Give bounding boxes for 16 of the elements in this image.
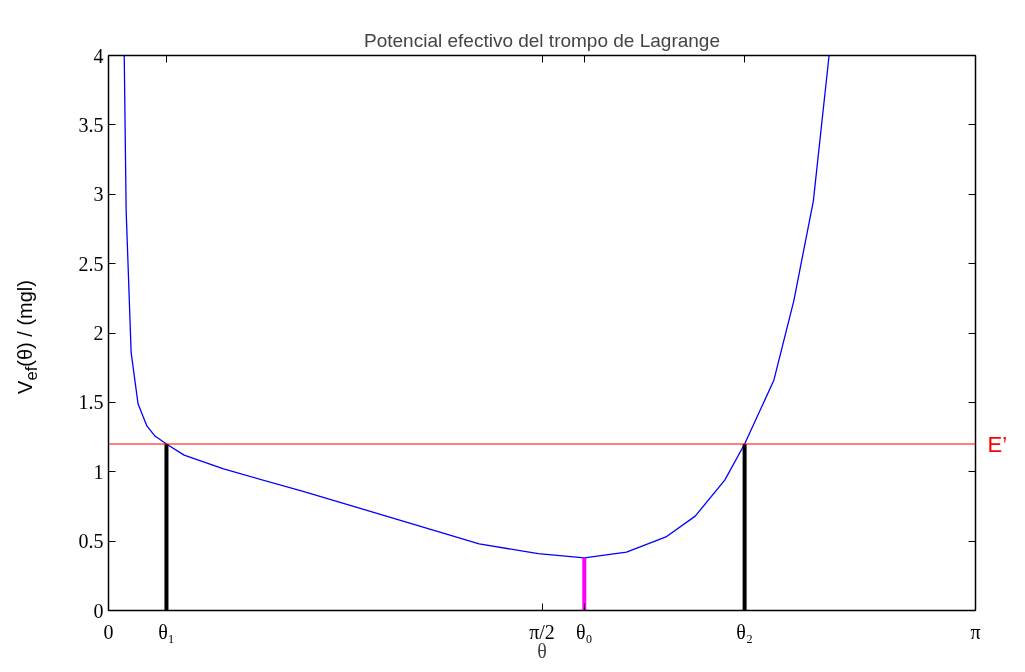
y-tick-label: 2	[93, 322, 104, 344]
y-tick-label: 3	[93, 183, 104, 206]
y-tick-label: 1.5	[78, 391, 104, 414]
y-tick-label: 0.5	[78, 530, 104, 553]
chart-title: Potencial efectivo del trompo de Lagrange	[364, 29, 720, 51]
x-tick-label: θ₁	[158, 620, 175, 643]
y-tick-label: 1	[93, 460, 104, 483]
y-tick-label: 2.5	[78, 252, 104, 275]
line-series	[123, 55, 830, 559]
ref-line-label: E’	[987, 431, 1008, 457]
x-tick-label: θ₀	[576, 620, 593, 643]
y-tick-label: 3.5	[78, 113, 104, 136]
x-tick-label: θ₂	[736, 620, 753, 643]
y-tick-label: 0	[93, 599, 104, 622]
y-tick-label: 4	[93, 44, 104, 67]
x-tick-label: π	[970, 620, 981, 643]
